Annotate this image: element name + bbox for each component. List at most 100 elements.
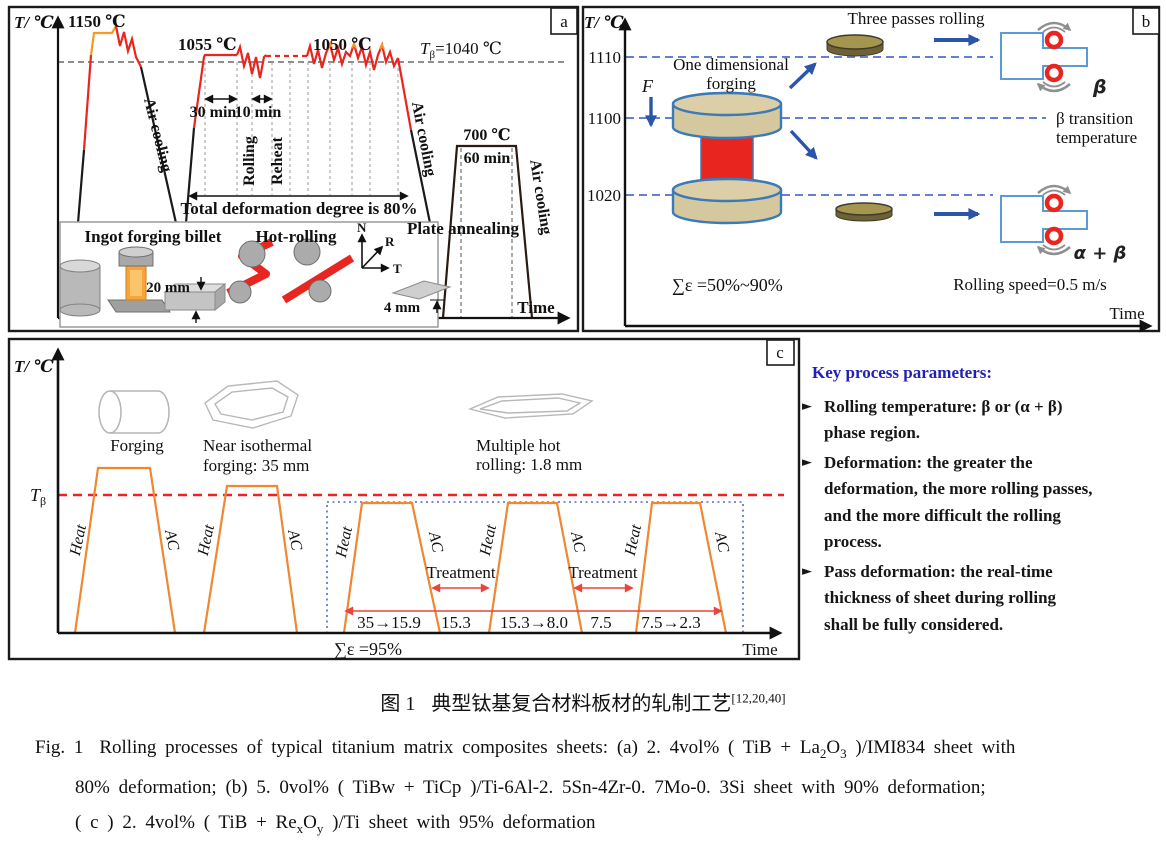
caption-english: Fig. 1 Rolling processes of typical titan…	[35, 731, 1163, 842]
bullet-icon: ►	[802, 563, 812, 579]
caption-subscript: x	[296, 820, 304, 836]
key-parameters-line: phase region.	[799, 420, 1163, 447]
caption-text: 80% deformation; (b) 5. 0vol% ( TiBw + T…	[75, 777, 986, 799]
panel-a: a T/ ℃ 1150 ℃ 1055 ℃ 1050 ℃ Tβ=1040 ℃ Ai…	[7, 5, 580, 333]
nrt-axes-icon	[357, 233, 390, 273]
caption-subscript: y	[316, 820, 324, 836]
key-parameters-line: process.	[799, 529, 1163, 556]
key-parameters-line: ► Rolling temperature: β or (α + β)	[799, 394, 1163, 421]
force-label: F	[641, 76, 654, 96]
tick-1110: 1110	[588, 48, 621, 67]
t-beta-label-a: Tβ=1040 ℃	[420, 39, 502, 61]
axis-r-label: R	[385, 234, 395, 249]
multiple-rolling-label-2: rolling: 1.8 mm	[476, 455, 582, 474]
caption-subscript: 3	[840, 745, 847, 761]
x-axis-label-b: Time	[1109, 304, 1144, 323]
y-axis-label-b: T/ ℃	[584, 13, 624, 32]
rolled-disc-icon-top	[826, 34, 884, 57]
key-parameters-text: phase region.	[824, 423, 921, 442]
heat-label-1: Heat	[67, 523, 90, 558]
heat-label-3: Heat	[333, 525, 356, 560]
step-thickness-3: 15.3→8.0	[500, 613, 568, 632]
thickness-initial-label: 20 mm	[146, 280, 190, 296]
heat-label-4: Heat	[477, 523, 500, 558]
three-passes-label: Three passes rolling	[848, 9, 985, 28]
caption-en-line3: ( c ) 2. 4vol% ( TiB + RexOy )/Ti sheet …	[75, 806, 1163, 842]
panel-c: c T/ ℃ Tβ Forging Near isothermal forgin…	[7, 337, 801, 661]
anneal-temp-label: 700 ℃	[463, 127, 510, 144]
caption-text: ( c ) 2. 4vol% ( TiB + Re	[75, 811, 297, 833]
near-isothermal-label-2: forging: 35 mm	[203, 456, 309, 475]
ac-label-3: AC	[425, 529, 446, 554]
process-inset	[59, 221, 452, 328]
ac-label-2: AC	[284, 527, 305, 552]
strain-label-b: ∑ε =50%~90%	[672, 275, 783, 295]
key-parameters-line: shall be fully considered.	[799, 612, 1163, 639]
beta-label: β	[1092, 76, 1107, 98]
peak-temp-label: 1150 ℃	[68, 12, 126, 31]
panel-c-border	[7, 337, 801, 661]
ac-label-4: AC	[567, 529, 588, 554]
x-axis-label-a: Time	[517, 298, 555, 317]
step-thickness-5: 7.5→2.3	[641, 613, 701, 632]
step3-label: Plate annealing	[407, 219, 519, 238]
rolling-mill-icon-b-bottom	[1000, 184, 1088, 256]
key-parameters-title: Key process parameters:	[812, 363, 993, 382]
forging-label: Forging	[110, 436, 164, 455]
rolled-sheet-icon	[467, 393, 594, 419]
step-thickness-4: 7.5	[590, 613, 611, 632]
axis-t-label: T	[393, 261, 402, 276]
total-deformation-label: Total deformation degree is 80%	[180, 199, 417, 218]
rolling-label: Rolling	[241, 136, 258, 186]
forging-press-icon-b	[671, 91, 783, 225]
caption-text: O	[826, 737, 841, 758]
arrow-to-alpha-beta-route	[789, 129, 818, 160]
figure-panels: a T/ ℃ 1150 ℃ 1055 ℃ 1050 ℃ Tβ=1040 ℃ Ai…	[7, 5, 1161, 661]
panel-c-label: c	[776, 343, 784, 362]
caption-cn-title: 典型钛基复合材料板材的轧制工艺	[431, 693, 732, 715]
caption-cn-fig-number: 图 1	[380, 693, 416, 715]
hold-30-label: 30 min	[190, 104, 237, 121]
key-parameters-text: and the more difficult the rolling	[824, 505, 1061, 525]
panel-b: b T/ ℃ 1110 1100 1020 Three passes rolli…	[581, 5, 1161, 333]
ingot-icon	[59, 259, 101, 317]
rolling-mill-icon-2	[281, 238, 355, 304]
panel-b-label: b	[1142, 12, 1151, 31]
guide-lines	[204, 62, 399, 195]
key-process-parameters: Key process parameters: ► Rolling tempera…	[799, 360, 1163, 638]
tick-1100: 1100	[588, 109, 621, 128]
y-axis-label-c: T/ ℃	[14, 357, 54, 376]
axis-n-label: N	[357, 220, 367, 235]
bullet-icon: ►	[802, 398, 812, 414]
alpha-beta-label: α + β	[1074, 243, 1127, 264]
key-parameters-line: and the more difficult the rolling	[799, 503, 1163, 530]
caption-cn-references: [12,20,40]	[731, 690, 786, 706]
thickness-final-label: 4 mm	[384, 300, 421, 316]
hold-10-label: 10 min	[235, 104, 282, 121]
reheat-label: Reheat	[269, 136, 286, 185]
rolling-temp2-label: 1050 ℃	[313, 35, 372, 54]
annealing-profile	[441, 144, 534, 319]
one-dimensional-label-1: One dimensional	[673, 55, 789, 74]
plate-icon	[391, 280, 452, 313]
panel-b-label-box	[1132, 7, 1160, 35]
caption-text: O	[303, 811, 317, 833]
inset-box	[59, 221, 439, 328]
thermal-cycles	[73, 466, 728, 634]
heat-label-2: Heat	[195, 523, 218, 558]
key-parameters-text: thickness of sheet during rolling	[824, 588, 1057, 607]
caption-text: )/Ti sheet with 95% deformation	[323, 811, 596, 833]
y-axis-label-a: T/ ℃	[14, 13, 54, 32]
caption-en-line2: 80% deformation; (b) 5. 0vol% ( TiBw + T…	[75, 771, 1163, 806]
bullet-icon: ►	[802, 454, 812, 470]
treatment-label-2: Treatment	[568, 563, 638, 582]
panel-c-label-box	[766, 339, 795, 366]
key-parameters-line: ► Pass deformation: the real-time	[799, 559, 1163, 586]
caption-subscript: 2	[819, 745, 827, 761]
heat-label-5: Heat	[622, 523, 645, 558]
rolled-disc-icon-bottom	[835, 202, 893, 222]
ac-label-5: AC	[711, 529, 732, 554]
key-parameters-text: shall be fully considered.	[824, 614, 1004, 634]
key-parameters-line: deformation, the more rolling passes,	[799, 476, 1163, 503]
